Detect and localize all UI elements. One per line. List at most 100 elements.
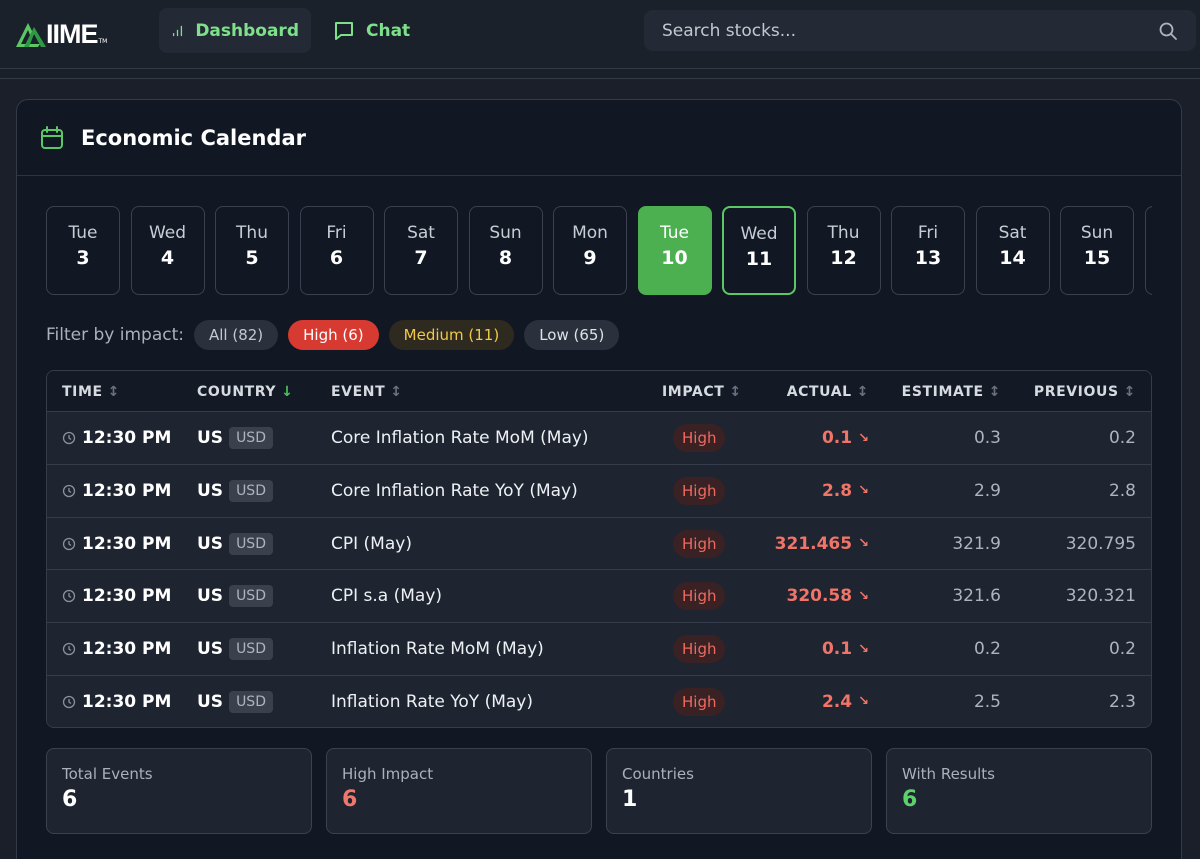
- search-icon[interactable]: [1158, 21, 1178, 41]
- th-actual-label: ACTUAL: [786, 383, 852, 400]
- estimate-cell: 0.3: [973, 428, 1001, 448]
- filter-all-pill[interactable]: All (82): [194, 320, 279, 350]
- actual-value: 321.465: [774, 533, 853, 554]
- day-selector: Tue 3 Wed 4 Thu 5 Fri 6 Sat 7 Sun 8 Mon 9 Tue 10…: [46, 206, 1152, 296]
- th-impact[interactable]: IMPACT ↕: [662, 371, 742, 412]
- time-cell: 12:30 PM: [62, 570, 171, 622]
- nav-dashboard-button[interactable]: Dashboard: [159, 8, 311, 53]
- time-value: 12:30 PM: [82, 533, 172, 554]
- actual-cell: 321.465 ↘: [775, 518, 869, 570]
- day-button[interactable]: Sun 8: [468, 206, 543, 295]
- previous-cell: 0.2: [1108, 428, 1136, 448]
- event-cell: CPI s.a (May): [331, 586, 443, 607]
- impact-cell: High: [673, 676, 726, 727]
- th-country[interactable]: COUNTRY ↓: [197, 371, 294, 412]
- bar-chart-icon: [172, 25, 183, 36]
- trend-down-icon: ↘: [858, 694, 869, 710]
- actual-cell: 320.58 ↘: [786, 570, 869, 622]
- table-header: TIME ↕ COUNTRY ↓ EVENT ↕ IMPACT ↕ ACTUAL ↕ ES…: [47, 371, 1151, 412]
- table-row[interactable]: 12:30 PM US USD CPI (May) High 321.465 ↘ 3…: [47, 517, 1151, 571]
- stat-label: High Impact: [342, 765, 434, 783]
- day-name: Mon: [572, 223, 608, 243]
- day-button[interactable]: Mon 9: [553, 206, 627, 295]
- estimate-cell: 2.5: [973, 691, 1001, 712]
- country-cell: US USD: [197, 465, 273, 517]
- filter-medium-pill[interactable]: Medium (11): [388, 320, 515, 350]
- impact-badge: High: [673, 635, 726, 664]
- day-name: Sun: [1080, 223, 1114, 243]
- day-number: 14: [999, 247, 1026, 269]
- day-button-today[interactable]: Wed 11: [722, 206, 796, 295]
- day-name: Fri: [917, 223, 939, 243]
- stat-countries: Countries 1: [606, 748, 872, 834]
- impact-cell: High: [673, 570, 726, 622]
- filter-label: Filter by impact:: [46, 325, 184, 345]
- day-button[interactable]: Thu 12: [806, 206, 881, 295]
- table-row[interactable]: 12:30 PM US USD CPI s.a (May) High 320.58…: [47, 570, 1151, 624]
- day-name: Thu: [827, 223, 860, 243]
- th-actual[interactable]: ACTUAL ↕: [787, 371, 869, 412]
- th-estimate[interactable]: ESTIMATE ↕: [902, 371, 1001, 412]
- logo-text: IIME: [46, 19, 99, 49]
- day-number: 5: [245, 247, 259, 269]
- day-button[interactable]: Tue 3: [46, 206, 120, 295]
- estimate-cell: 321.6: [952, 586, 1001, 607]
- divider: [0, 78, 1200, 79]
- day-name: Tue: [659, 223, 690, 243]
- country-code: US: [197, 586, 224, 607]
- day-button[interactable]: Sat 7: [384, 206, 458, 295]
- actual-cell: 0.1 ↘: [822, 412, 869, 464]
- country-cell: US USD: [197, 412, 273, 464]
- currency-badge: USD: [229, 638, 273, 661]
- day-button[interactable]: Sat 14: [975, 206, 1050, 295]
- stat-total-events: Total Events 6: [46, 748, 312, 834]
- table-row[interactable]: 12:30 PM US USD Inflation Rate YoY (May) …: [47, 675, 1151, 727]
- sort-icon: ↕: [856, 383, 869, 400]
- filter-high-pill[interactable]: High (6): [288, 320, 379, 350]
- app-logo[interactable]: IIME TM: [14, 18, 107, 48]
- day-button[interactable]: Wed 4: [130, 206, 205, 295]
- table-row[interactable]: 12:30 PM US USD Core Inflation Rate MoM (…: [47, 412, 1151, 465]
- impact-cell: High: [673, 518, 726, 570]
- country-cell: US USD: [197, 623, 273, 675]
- stat-value: 1: [622, 787, 638, 812]
- th-previous[interactable]: PREVIOUS ↕: [1034, 371, 1136, 412]
- sort-descending-icon: ↓: [281, 383, 294, 400]
- day-button[interactable]: Fri 13: [891, 206, 965, 295]
- day-number: 3: [76, 247, 90, 269]
- events-table: TIME ↕ COUNTRY ↓ EVENT ↕ IMPACT ↕ ACTUAL ↕ ES…: [46, 370, 1152, 728]
- search-input[interactable]: [662, 20, 1158, 41]
- day-button[interactable]: Fri 6: [299, 206, 374, 295]
- top-navigation-bar: IIME TM Dashboard Chat: [0, 0, 1200, 69]
- table-row[interactable]: 12:30 PM US USD Inflation Rate MoM (May) …: [47, 623, 1151, 676]
- th-time[interactable]: TIME ↕: [62, 371, 120, 412]
- country-cell: US USD: [197, 676, 273, 727]
- table-row[interactable]: 12:30 PM US USD Core Inflation Rate YoY (…: [47, 464, 1151, 518]
- estimate-cell: 321.9: [952, 533, 1001, 554]
- previous-cell: 320.321: [1065, 586, 1136, 607]
- day-number: 11: [745, 248, 773, 270]
- day-name: Fri: [326, 223, 347, 243]
- time-value: 12:30 PM: [82, 480, 172, 501]
- stat-value: 6: [62, 787, 78, 812]
- currency-badge: USD: [229, 690, 273, 713]
- th-impact-label: IMPACT: [662, 383, 725, 400]
- time-value: 12:30 PM: [82, 428, 172, 448]
- economic-calendar-card: Economic Calendar Tue 3 Wed 4 Thu 5 Fri 6 Sa…: [16, 99, 1182, 859]
- day-button[interactable]: Sun 15: [1060, 206, 1134, 295]
- actual-cell: 2.4 ↘: [822, 676, 869, 727]
- day-number: 8: [498, 247, 513, 269]
- th-event[interactable]: EVENT ↕: [331, 371, 403, 412]
- day-number: 12: [830, 247, 857, 269]
- chat-bubble-icon: [335, 21, 353, 40]
- calendar-icon: [41, 125, 63, 149]
- time-value: 12:30 PM: [82, 639, 172, 660]
- time-value: 12:30 PM: [82, 586, 172, 607]
- day-button-selected[interactable]: Tue 10: [637, 206, 712, 295]
- country-code: US: [197, 533, 224, 554]
- nav-chat-button[interactable]: Chat: [320, 8, 430, 53]
- day-button-partial[interactable]: [1144, 206, 1152, 295]
- day-button[interactable]: Thu 5: [215, 206, 289, 295]
- sort-icon: ↕: [107, 383, 120, 400]
- filter-low-pill[interactable]: Low (65): [524, 320, 620, 350]
